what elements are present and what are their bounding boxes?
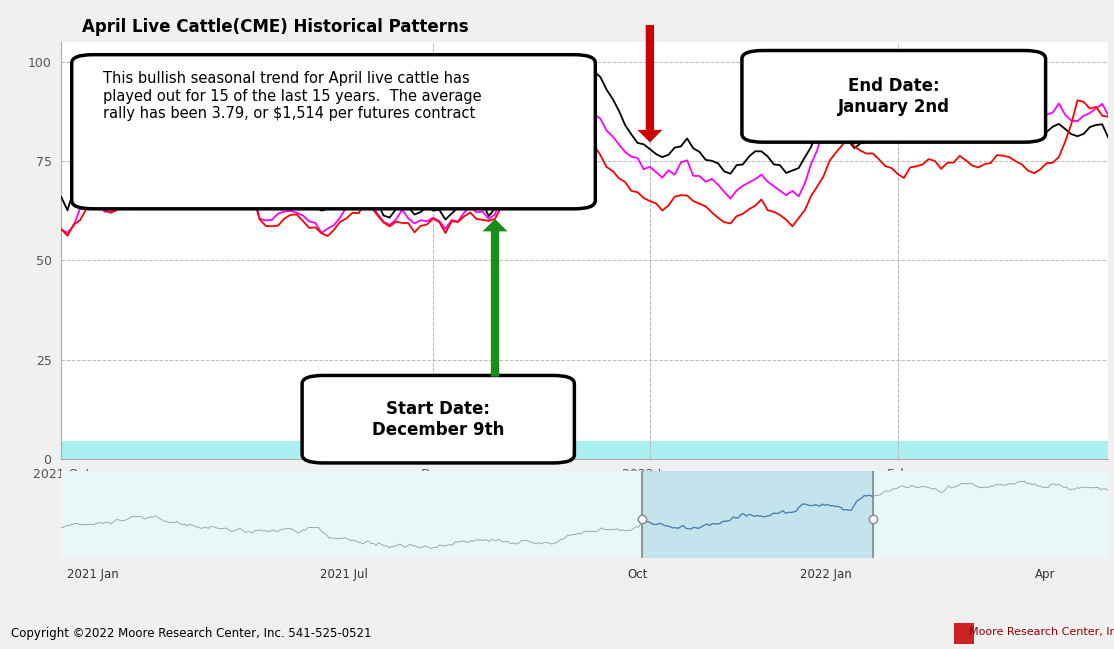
Text: Start Date:
December 9th: Start Date: December 9th xyxy=(372,400,505,439)
Text: End Date:
January 2nd: End Date: January 2nd xyxy=(838,77,950,116)
Bar xyxy=(61,441,1108,459)
Text: This bullish seasonal trend for April live cattle has
played out for 15 of the l: This bullish seasonal trend for April li… xyxy=(104,71,481,121)
FancyBboxPatch shape xyxy=(302,376,575,463)
Text: Copyright ©2022 Moore Research Center, Inc. 541-525-0521: Copyright ©2022 Moore Research Center, I… xyxy=(11,628,372,641)
FancyBboxPatch shape xyxy=(71,55,595,209)
Text: April Live Cattle(CME) Historical Patterns: April Live Cattle(CME) Historical Patter… xyxy=(82,18,469,36)
Bar xyxy=(643,471,873,558)
Text: Moore Research Center, Inc.: Moore Research Center, Inc. xyxy=(969,628,1114,637)
FancyBboxPatch shape xyxy=(742,51,1046,142)
